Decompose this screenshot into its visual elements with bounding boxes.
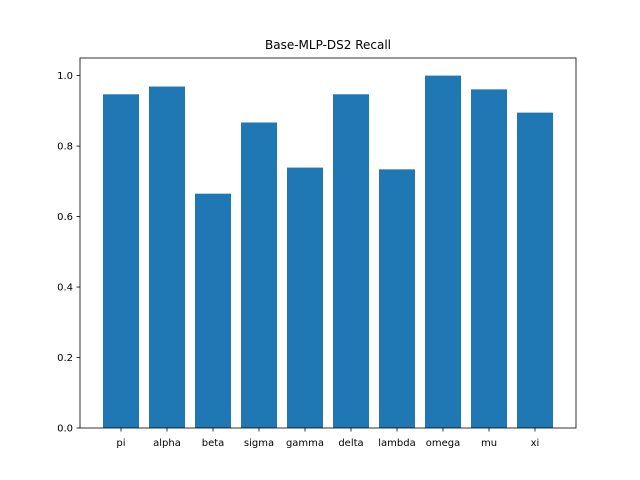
y-tick-label-0.2: 0.2 — [57, 353, 73, 364]
x-tick-label-delta: delta — [338, 438, 363, 449]
bar-omega — [425, 75, 461, 428]
bar-lambda — [379, 169, 415, 428]
x-tick-label-lambda: lambda — [378, 438, 415, 449]
y-tick-label-0.0: 0.0 — [57, 424, 73, 435]
bar-gamma — [287, 167, 323, 429]
y-tick-label-1.0: 1.0 — [57, 71, 73, 82]
y-axis: 0.0 0.2 0.4 0.6 0.8 1.0 — [57, 71, 80, 435]
bar-beta — [195, 193, 231, 428]
x-tick-label-pi: pi — [116, 438, 125, 449]
bar-sigma — [241, 122, 277, 428]
bar-alpha — [149, 86, 185, 429]
chart-title: Base-MLP-DS2 Recall — [265, 38, 391, 52]
y-tick-label-0.4: 0.4 — [57, 283, 73, 294]
x-tick-label-sigma: sigma — [244, 438, 274, 449]
plot-frame — [79, 57, 577, 429]
x-axis: pi alpha beta sigma gamma delta lambda omega mu x… — [116, 428, 539, 449]
bars-group — [103, 75, 553, 429]
bar-delta — [333, 94, 369, 429]
y-tick-label-0.6: 0.6 — [57, 212, 73, 223]
x-tick-label-alpha: alpha — [153, 438, 181, 449]
bar-mu — [471, 89, 507, 428]
x-tick-label-beta: beta — [202, 438, 225, 449]
x-tick-label-omega: omega — [426, 438, 461, 449]
x-tick-label-gamma: gamma — [286, 438, 324, 449]
bar-pi — [103, 94, 139, 429]
bar-xi — [517, 112, 553, 428]
x-tick-label-xi: xi — [531, 438, 540, 449]
y-tick-label-0.8: 0.8 — [57, 142, 73, 153]
x-tick-label-mu: mu — [481, 438, 497, 449]
